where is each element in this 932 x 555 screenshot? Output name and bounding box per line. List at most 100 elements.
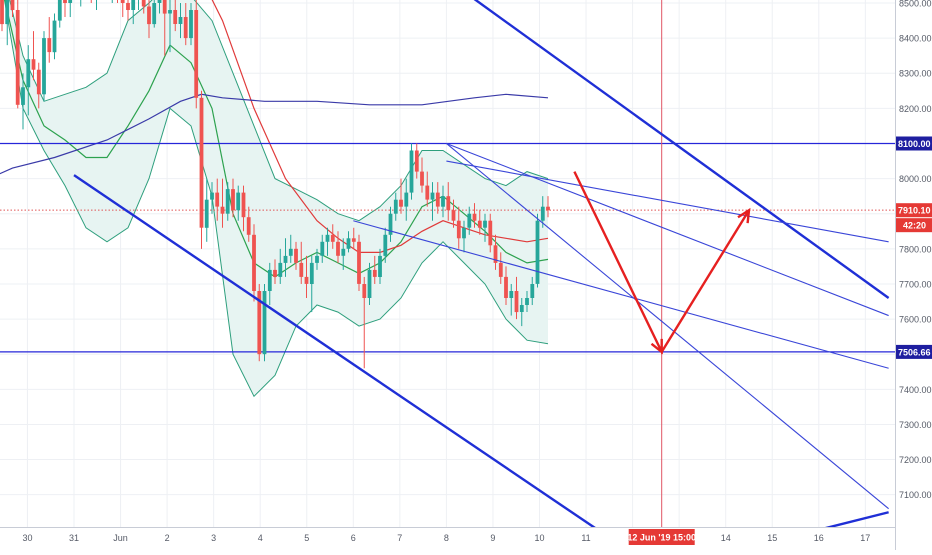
candle-body [410, 151, 414, 193]
candle-body [121, 0, 125, 3]
candle[interactable] [357, 235, 361, 291]
candle-body [26, 59, 30, 87]
candle-body [452, 210, 456, 221]
candle[interactable] [410, 143, 414, 199]
y-tick-label: 8200.00 [899, 104, 932, 114]
candle-body [515, 291, 519, 312]
candle-body [504, 277, 508, 298]
candle-body [215, 193, 219, 207]
candle-body [236, 193, 240, 211]
candle-body [462, 228, 466, 239]
candle-body [247, 217, 251, 235]
candle-body [467, 214, 471, 228]
candle-body [352, 238, 356, 242]
candle-body [142, 0, 146, 7]
candle[interactable] [263, 284, 267, 361]
candle-body [310, 263, 314, 284]
candle-body [347, 238, 351, 249]
candle-body [16, 10, 20, 105]
candle-body [341, 249, 345, 256]
candle-body [11, 0, 15, 10]
candle[interactable] [42, 31, 46, 101]
x-tick-label: 11 [581, 533, 590, 543]
candle-body [546, 207, 550, 211]
candle-body [273, 270, 277, 277]
candle-body [499, 263, 503, 277]
candle-body [336, 242, 340, 256]
candle-body [394, 200, 398, 214]
candle-body [420, 172, 424, 186]
price-tag-level-low: 7506.66 [898, 347, 931, 357]
x-tick-label: 9 [490, 533, 495, 543]
x-tick-label: 7 [397, 533, 402, 543]
candle-body [488, 221, 492, 246]
y-tick-label: 8500.00 [899, 0, 932, 9]
candle-body [536, 221, 540, 284]
y-tick-label: 7800.00 [899, 244, 932, 254]
candle-body [205, 200, 209, 228]
x-tick-label: 8 [444, 533, 449, 543]
candle-body [483, 221, 487, 228]
candle-body [373, 270, 377, 277]
x-tick-label: 5 [304, 533, 309, 543]
candle-body [68, 0, 72, 3]
candle-body [294, 249, 298, 263]
candle-body [446, 196, 450, 210]
x-tick-label: 17 [860, 533, 870, 543]
candle[interactable] [252, 224, 256, 301]
candle[interactable] [200, 91, 204, 249]
candle-body [42, 38, 46, 94]
candle-body [431, 193, 435, 200]
x-tick-label: 16 [814, 533, 824, 543]
x-tick-label: Jun [113, 533, 128, 543]
y-tick-label: 8400.00 [899, 34, 932, 44]
candle-body [168, 10, 172, 14]
candle-body [278, 263, 282, 277]
candle-body [404, 193, 408, 207]
candle-body [221, 207, 225, 214]
candle-body [242, 193, 246, 218]
candle-body [263, 291, 267, 354]
candle-body [326, 235, 330, 242]
candle[interactable] [16, 0, 20, 108]
y-tick-label: 7200.00 [899, 455, 932, 465]
candle-body [58, 0, 62, 21]
candle-body [163, 0, 167, 14]
x-tick-label: 4 [258, 533, 263, 543]
candle-body [457, 221, 461, 239]
candle-body [0, 0, 4, 24]
candle-body [284, 256, 288, 263]
candle-body [47, 38, 51, 52]
candle[interactable] [152, 0, 156, 28]
y-tick-label: 7100.00 [899, 490, 932, 500]
candle-body [383, 235, 387, 256]
candle-body [331, 235, 335, 242]
candle-body [320, 242, 324, 256]
candle-body [436, 193, 440, 207]
candle-body [37, 70, 41, 95]
candle-body [194, 10, 198, 98]
price-tag-last: 7910.10 [898, 206, 931, 216]
candle-body [415, 151, 419, 172]
time-tag: 12 Jun '19 15:00 [627, 533, 696, 543]
candle[interactable] [194, 0, 198, 108]
candle-body [53, 21, 57, 53]
candle-body [378, 256, 382, 277]
candle-body [541, 207, 545, 221]
candle-body [189, 10, 193, 38]
y-tick-label: 7600.00 [899, 315, 932, 325]
candle-body [268, 270, 272, 291]
y-tick-label: 7300.00 [899, 420, 932, 430]
candle-body [252, 235, 256, 291]
candle[interactable] [257, 284, 261, 361]
candle-body [289, 249, 293, 256]
candle-body [357, 242, 361, 284]
price-axis-panel[interactable] [895, 0, 932, 550]
candle-body [184, 17, 188, 38]
x-tick-label: 15 [767, 533, 777, 543]
candle-body [210, 193, 214, 200]
x-tick-label: 6 [351, 533, 356, 543]
candle[interactable] [536, 214, 540, 288]
